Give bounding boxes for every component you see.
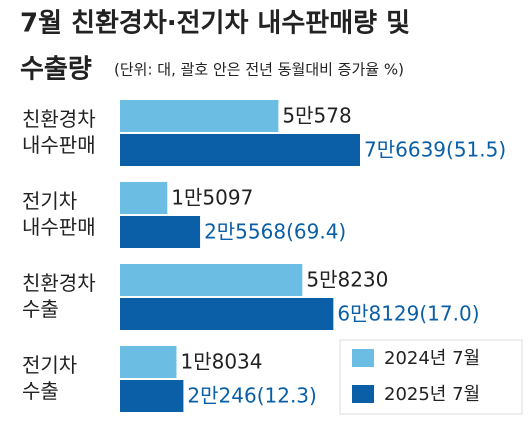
bar <box>120 298 334 330</box>
value-label: 5만8230 <box>306 268 388 292</box>
value-label: 5만578 <box>282 104 351 128</box>
legend-label: 2024년 7월 <box>384 348 480 369</box>
bar <box>120 100 279 132</box>
value-label: 1만5097 <box>171 186 253 210</box>
bar <box>120 264 303 296</box>
value-label: 1만8034 <box>180 350 262 374</box>
bar <box>120 216 201 248</box>
chart-subtitle: (단위: 대, 괄호 안은 전년 동월대비 증가율 %) <box>114 61 404 79</box>
value-label: 6만8129(17.0) <box>337 302 479 326</box>
legend-swatch <box>352 385 374 403</box>
category-label: 전기차 수출 <box>22 353 77 403</box>
legend-label: 2025년 7월 <box>384 384 480 405</box>
category-label: 친환경차 수출 <box>22 271 96 321</box>
category-label: 전기차 내수판매 <box>22 189 96 239</box>
bar <box>120 134 360 166</box>
bar <box>120 182 168 214</box>
legend-swatch <box>352 349 374 367</box>
value-label: 2만5568(69.4) <box>204 220 346 244</box>
value-label: 7만6639(51.5) <box>364 138 506 162</box>
bar <box>120 380 184 412</box>
chart-title: 7월 친환경차·전기차 내수판매량 및 <box>20 9 410 39</box>
bar <box>120 346 177 378</box>
value-label: 2만246(12.3) <box>187 384 316 408</box>
chart-title-line2: 수출량 <box>20 55 92 85</box>
category-label: 친환경차 내수판매 <box>22 107 96 157</box>
